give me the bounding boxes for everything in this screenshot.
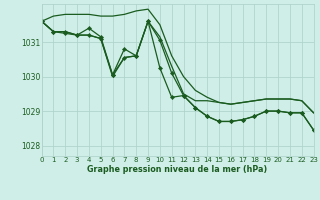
- X-axis label: Graphe pression niveau de la mer (hPa): Graphe pression niveau de la mer (hPa): [87, 165, 268, 174]
